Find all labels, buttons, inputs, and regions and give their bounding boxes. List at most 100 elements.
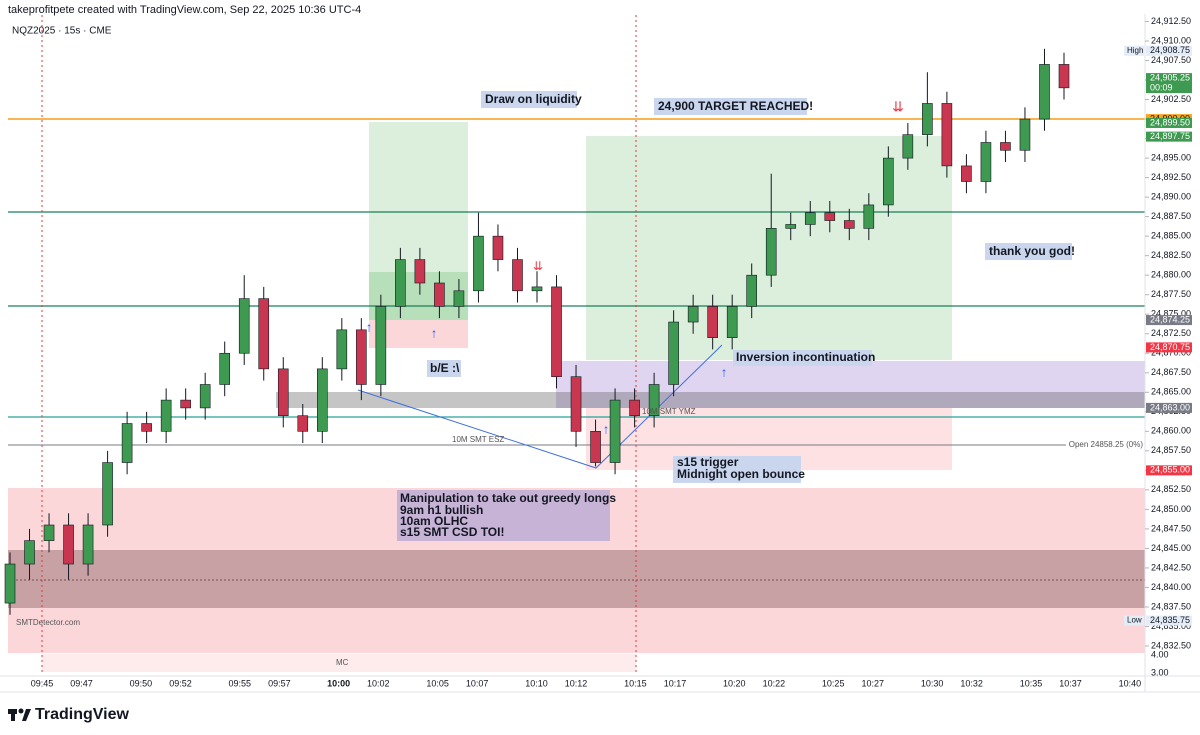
x-tick-label: 10:22 [763,678,786,688]
price-badge-label: 24,863.00 [1150,402,1190,412]
price-badge [1146,615,1192,626]
annotation: Manipulation to take out greedy longs [400,491,616,505]
candle-body [1039,64,1050,120]
smt-label: 10M SMT ESZ [452,435,504,444]
candle-body [746,274,758,307]
candle-body [551,286,562,377]
candle-body [961,165,972,182]
y-tick-label: 24,837.50 [1151,601,1191,611]
mc-label: MC [336,658,349,667]
x-tick-label: 10:30 [921,678,944,688]
price-badge [1146,45,1192,56]
x-tick-label: 10:32 [960,678,983,688]
annotation: s15 trigger [677,455,739,469]
y-tick-label: 24,870.00 [1151,348,1191,358]
label-box [733,350,872,366]
label-box [654,98,807,115]
watermark: SMTDetector.com [16,618,80,627]
candle-body [883,157,894,206]
candle-body [629,399,640,417]
candle-body [316,368,328,432]
x-tick-label: 09:55 [229,678,252,688]
price-badge [1146,73,1192,94]
x-tick-label: 10:40 [1119,678,1142,688]
price-axis: 24,912.5024,910.0024,907.5024,905.0024,9… [1124,16,1192,677]
candle-body [102,462,113,526]
candle-body [1058,64,1070,89]
x-tick-label: 09:57 [268,678,291,688]
label-box [397,490,610,541]
price-badge-label: 24,908.75 [1150,45,1190,55]
x-tick-label: 10:12 [565,678,588,688]
gray-band [276,392,1145,408]
x-tick-label: 10:35 [1020,678,1043,688]
long-target-zone [369,122,468,320]
y-tick-label: 24,912.50 [1151,16,1191,26]
candle-body [141,423,152,432]
y-tick-label: 24,867.50 [1151,367,1191,377]
y-tick-label: 24,892.50 [1151,172,1191,182]
arrow-down: ⇊ [892,99,904,115]
candle-body [395,259,406,307]
candle-body [219,352,231,385]
y-tick-label: 24,857.50 [1151,445,1191,455]
label-box [481,91,577,108]
candle-body [180,399,191,409]
x-tick-label: 10:20 [723,678,746,688]
x-tick-label: 10:15 [624,678,647,688]
candle-body [82,524,94,565]
candle-body [707,306,718,338]
y-tick-label: 24,835.00 [1151,621,1191,631]
annotation: 10am OLHC [400,514,468,528]
candle-body [258,298,270,370]
price-badge [1146,117,1192,128]
candle-body [922,103,933,135]
y-tick-label: 24,877.50 [1151,289,1191,299]
x-tick-label: 10:25 [822,678,845,688]
candle-body [941,103,953,167]
x-tick-label: 10:00 [327,678,350,688]
open-label: Open 24858.25 (0%) [1069,440,1144,449]
candle-body [199,384,211,409]
arrow-up: ↑ [721,364,728,379]
candle-body [24,540,35,565]
x-tick-label: 10:17 [664,678,687,688]
x-tick-label: 10:27 [861,678,884,688]
y-tick-label: 24,842.50 [1151,562,1191,572]
candle-body [863,204,875,229]
candle-body [824,212,836,221]
candle-body [609,399,621,463]
candle-body [687,306,699,323]
y-tick-label: 24,847.50 [1151,523,1191,533]
y-tick-label: 24,875.00 [1151,309,1191,319]
y-tick-label: 24,890.00 [1151,192,1191,202]
x-tick-label: 09:50 [130,678,153,688]
x-tick-label: 09:47 [70,678,93,688]
candle-body [531,286,543,292]
candle-body [648,384,660,417]
candle-body [804,212,816,225]
candle-body [4,563,16,604]
candle-body [1000,142,1011,151]
annotation: 9am h1 bullish [400,503,483,517]
candle-body [492,235,504,260]
y-tick-label: 24,840.00 [1151,582,1191,592]
candle-body [453,290,465,307]
candle-body [238,298,250,354]
indicator-tick-label: 3.00 [1151,667,1169,677]
candle-body [512,259,523,292]
y-tick-label: 24,882.50 [1151,250,1191,260]
x-tick-label: 10:10 [525,678,548,688]
arrow-up: ↑ [431,325,438,340]
price-tag-box [1124,615,1144,626]
label-box [427,360,461,377]
x-tick-label: 10:05 [426,678,449,688]
header-title: takeprofitpete created with TradingView.… [8,4,361,16]
candle-body [160,399,172,432]
y-tick-label: 24,872.50 [1151,328,1191,338]
brand: TradingView [35,706,130,723]
arrow-up: ↑ [603,421,610,436]
price-badge [1146,342,1192,353]
